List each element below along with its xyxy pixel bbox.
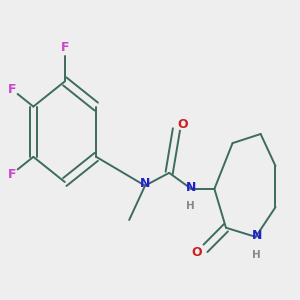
Text: N: N	[251, 229, 262, 242]
Text: F: F	[8, 83, 16, 96]
Text: N: N	[140, 177, 150, 190]
Text: N: N	[186, 182, 196, 194]
Text: H: H	[186, 201, 195, 211]
Text: O: O	[177, 118, 188, 131]
Text: F: F	[8, 167, 16, 181]
Text: H: H	[252, 250, 261, 260]
Text: F: F	[61, 40, 69, 54]
Text: O: O	[191, 246, 202, 260]
